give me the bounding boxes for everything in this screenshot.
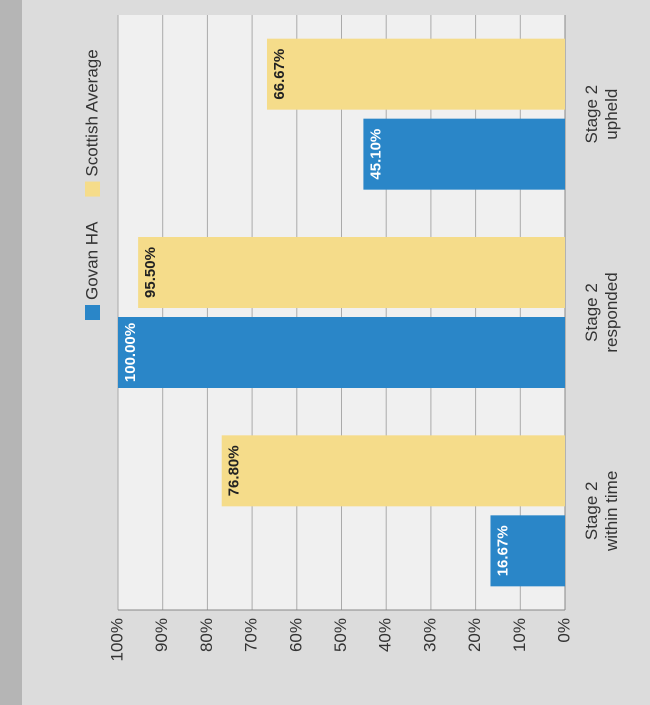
value-label: 95.50% [142,247,159,298]
y-tick-label: 70% [242,618,261,652]
x-tick-label-line: Stage 2 [582,85,601,144]
bar [267,39,565,110]
x-tick-label-line: responded [602,272,621,352]
x-tick-label-line: within time [602,471,621,552]
y-tick-label: 10% [510,618,529,652]
value-label: 66.67% [271,49,288,100]
rotated-chart: 0% 10% 20% 30% 40% 50% 60% 70% 80% 90% 100% Stage 2… [82,15,621,661]
value-label: 76.80% [226,445,243,496]
legend-swatch [85,182,100,197]
y-tick-label: 60% [286,618,305,652]
y-tick-label: 90% [152,618,171,652]
legend-label: Scottish Average [82,49,101,176]
x-tick-label: Stage 2upheld [582,85,621,144]
legend-swatch [85,305,100,320]
y-tick-label: 30% [420,618,439,652]
bar [138,237,565,308]
x-tick-label-line: Stage 2 [582,482,601,541]
chart: 0% 10% 20% 30% 40% 50% 60% 70% 80% 90% 100% Stage 2… [0,0,650,705]
value-label: 45.10% [367,129,384,180]
y-tick-label: 80% [197,618,216,652]
x-tick-label: Stage 2within time [582,471,621,552]
y-tick-label: 100% [107,618,126,661]
bar [118,317,565,388]
x-tick-label-line: Stage 2 [582,283,601,342]
x-tick-label: Stage 2responded [582,272,621,352]
side-strip [0,0,22,705]
bar [363,119,565,190]
value-label: 100.00% [122,323,139,382]
y-tick-label: 20% [465,618,484,652]
y-tick-label: 50% [331,618,350,652]
bar [222,435,565,506]
value-label: 16.67% [494,525,511,576]
x-tick-label-line: upheld [602,89,621,140]
legend-label: Govan HA [82,221,101,300]
y-tick-label: 40% [376,618,395,652]
y-tick-label: 0% [554,618,573,643]
